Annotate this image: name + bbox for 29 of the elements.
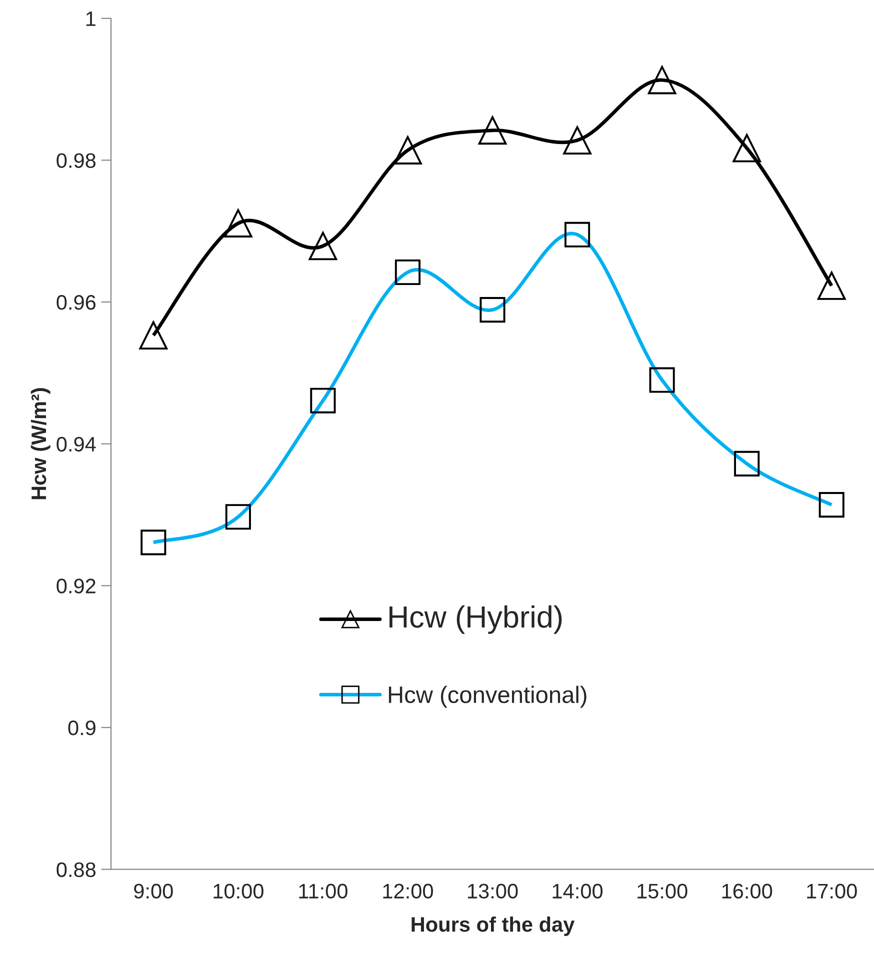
x-tick-label: 9:00 (134, 884, 173, 899)
legend-label: Hcw (Hybrid) (390, 605, 562, 634)
point (224, 209, 252, 238)
x-tick-label: 16:00 (722, 884, 772, 899)
legend-label: Hcw (conventional) (388, 686, 586, 708)
point (139, 321, 168, 350)
y-tick-label: 0.96 (56, 295, 96, 310)
point (394, 136, 422, 164)
x-tick-label: 13:00 (468, 884, 518, 899)
x-tick-label: 11:00 (299, 884, 348, 899)
y-tick-label: 0.94 (56, 436, 96, 452)
point (563, 126, 592, 155)
x-tick-label: 15:00 (638, 884, 688, 899)
x-tick-label: 10:00 (214, 884, 264, 899)
y-tick-label: 1 (86, 12, 96, 26)
y-tick-label: 0.88 (56, 862, 96, 878)
x-tick-label: 17:00 (807, 884, 857, 899)
point (648, 66, 676, 94)
point (732, 134, 762, 162)
point (478, 116, 507, 145)
x-tick-label: 12:00 (383, 884, 433, 899)
point (817, 272, 846, 300)
y-axis-title: Hcw (W/m²) (30, 388, 50, 500)
y-tick-label: 0.92 (56, 578, 96, 594)
y-tick-label: 0.98 (56, 153, 96, 168)
x-axis-title: Hours of the day (412, 916, 575, 936)
x-tick-label: 14:00 (552, 884, 603, 899)
y-tick-label: 0.9 (68, 720, 96, 736)
point (308, 232, 338, 260)
